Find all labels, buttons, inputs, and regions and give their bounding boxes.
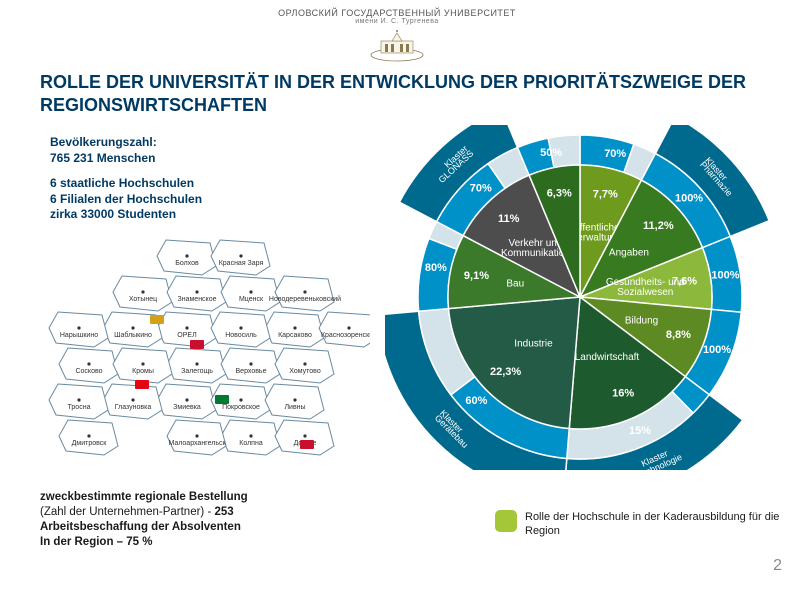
svg-text:Новосиль: Новосиль [225,332,257,339]
svg-text:100%: 100% [675,192,703,204]
svg-text:7,7%: 7,7% [593,188,618,200]
left-info-block: Bevölkerungszahl: 765 231 Menschen 6 sta… [50,135,350,233]
svg-text:80%: 80% [425,262,447,274]
svg-text:Шаблыкино: Шаблыкино [114,331,152,339]
svg-text:Ливны: Ливны [284,404,305,411]
svg-text:Bau: Bau [506,279,524,290]
svg-text:Хомутово: Хомутово [289,368,321,375]
svg-text:Тросна: Тросна [68,404,91,411]
svg-text:6,3%: 6,3% [547,187,572,199]
svg-text:Сосково: Сосково [75,368,102,375]
svg-text:22,3%: 22,3% [490,366,521,378]
university-header: ОРЛОВСКИЙ ГОСУДАРСТВЕННЫЙ УНИВЕРСИТЕТ им… [0,0,794,63]
svg-text:70%: 70% [604,148,626,160]
svg-text:Нарышкино: Нарышкино [60,332,98,339]
svg-text:Залегощь: Залегощь [181,368,213,375]
svg-text:Карсаково: Карсаково [278,332,312,339]
bl-2a: (Zahl der Unternehmen-Partner) - [40,506,214,518]
svg-text:8,8%: 8,8% [666,329,691,341]
uni-l1: 6 staatliche Hochschulen [50,176,194,190]
pie-chart: 70%7,7%ÖffentlicheVerwaltungKlasterPharm… [385,125,780,470]
svg-text:100%: 100% [711,270,739,282]
svg-text:50%: 50% [540,147,562,159]
svg-text:Глазуновка: Глазуновка [115,404,152,411]
svg-text:Змиевка: Змиевка [173,404,201,411]
region-map: Болхов Хотынец Знаменское Мценск Карсаково ОР… [40,230,370,460]
uni-l2: 6 Filialen der Hochschulen [50,192,202,206]
svg-text:Знаменское: Знаменское [178,296,217,303]
svg-text:Колпна: Колпна [239,440,263,447]
svg-text:100%: 100% [703,344,731,356]
page-title: ROLLE DER UNIVERSITÄT IN DER ENTWICKLUNG… [0,63,794,122]
svg-text:Landwirtschaft: Landwirtschaft [575,352,640,363]
universities-info: 6 staatliche Hochschulen 6 Filialen der … [50,176,350,223]
svg-text:ОРЕЛ: ОРЕЛ [177,332,197,339]
population-label: Bevölkerungszahl: [50,135,157,149]
svg-text:Красная Заря: Красная Заря [219,260,264,267]
svg-text:11,2%: 11,2% [643,220,674,232]
svg-text:Кромы: Кромы [132,368,154,375]
uni-l3: zirka 33000 Studenten [50,207,176,221]
header-line2: имени И. С. Тургенева [0,18,794,25]
header-line1: ОРЛОВСКИЙ ГОСУДАРСТВЕННЫЙ УНИВЕРСИТЕТ [0,8,794,18]
svg-text:Industrie: Industrie [514,338,553,349]
svg-text:Angaben: Angaben [609,247,649,258]
svg-text:9,1%: 9,1% [464,270,489,282]
bottom-left-text: zweckbestimmte regionale Bestellung (Zah… [40,490,360,550]
svg-text:60%: 60% [465,395,487,407]
bl-1a: zweckbestimmte regionale Bestellung [40,491,248,503]
svg-text:15%: 15% [629,425,651,437]
population-value: 765 231 Menschen [50,151,155,165]
svg-text:16%: 16% [612,387,634,399]
bl-3: Arbeitsbeschaffung der Absolventen [40,521,241,533]
svg-text:Болхов: Болхов [175,260,199,267]
svg-text:11%: 11% [498,213,520,225]
svg-text:Sozialwesen: Sozialwesen [617,287,673,298]
bl-2b: 253 [214,506,233,518]
legend-color-square [495,510,517,532]
chart-legend: Rolle der Hochschule in der Kaderausbild… [495,510,785,539]
svg-text:Хотынец: Хотынец [129,296,157,303]
svg-text:Дмитровск: Дмитровск [72,440,108,447]
page-number: 2 [773,557,782,575]
svg-text:Покровское: Покровское [222,404,260,411]
population-info: Bevölkerungszahl: 765 231 Menschen [50,135,350,166]
svg-text:Новодеревеньковский: Новодеревеньковский [269,295,341,303]
university-logo-icon [367,27,427,63]
svg-text:Bildung: Bildung [625,316,658,327]
bl-4: In der Region – 75 % [40,536,152,548]
svg-text:Верховье: Верховье [236,368,267,375]
svg-text:Мценск: Мценск [239,296,264,303]
legend-text: Rolle der Hochschule in der Kaderausbild… [525,510,785,539]
svg-text:Малоархангельск: Малоархангельск [168,440,226,447]
svg-text:Краснозоренский: Краснозоренский [321,331,370,339]
svg-text:70%: 70% [470,182,492,194]
